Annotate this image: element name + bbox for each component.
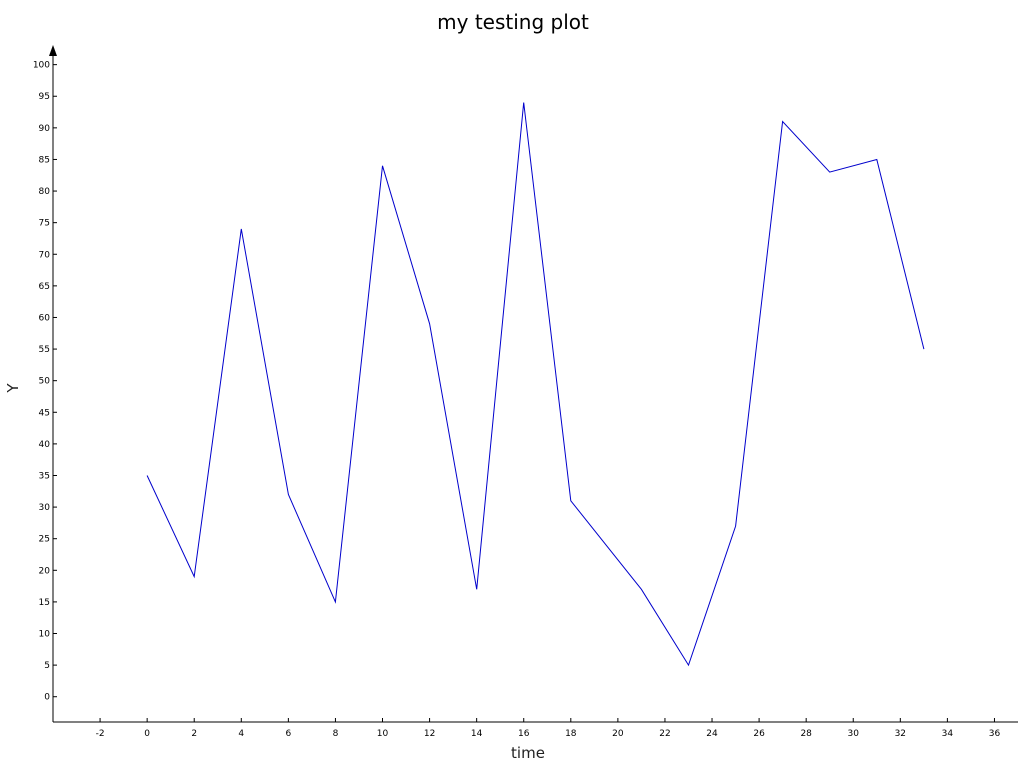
x-tick-label: 6 <box>285 729 291 739</box>
x-tick-label: 14 <box>471 729 483 739</box>
x-tick-label: 8 <box>333 729 339 739</box>
x-tick-label: 10 <box>377 729 389 739</box>
y-axis-ticks: 0 5 10 15 20 25 30 35 40 45 50 55 60 65 70 75 80 85 90 95 10… <box>33 61 57 703</box>
x-tick-label: 22 <box>659 729 670 739</box>
x-axis-label: time <box>511 744 545 762</box>
y-tick-label: 85 <box>39 155 50 165</box>
x-tick-label: 26 <box>753 729 765 739</box>
y-tick-label: 65 <box>39 282 50 292</box>
x-axis-ticks: -2 0 2 4 6 8 10 12 14 16 18 20 22 24 26 28 30 32 34 36 <box>96 718 1001 739</box>
y-tick-label: 40 <box>39 440 51 450</box>
x-tick-label: 4 <box>238 729 244 739</box>
x-tick-label: 16 <box>518 729 530 739</box>
x-tick-label: 18 <box>565 729 577 739</box>
x-tick-label: 34 <box>942 729 954 739</box>
y-tick-label: 100 <box>33 61 50 71</box>
y-tick-label: 5 <box>44 661 50 671</box>
chart-title: my testing plot <box>437 10 589 34</box>
x-tick-label: 20 <box>612 729 624 739</box>
y-tick-label: 45 <box>39 408 50 418</box>
y-tick-label: 80 <box>39 187 51 197</box>
x-tick-label: -2 <box>96 729 105 739</box>
y-tick-label: 15 <box>39 598 50 608</box>
y-tick-label: 25 <box>39 535 50 545</box>
y-tick-label: 0 <box>44 693 50 703</box>
y-tick-label: 75 <box>39 219 50 229</box>
x-tick-label: 0 <box>144 729 150 739</box>
y-tick-label: 55 <box>39 345 50 355</box>
y-tick-label: 50 <box>39 377 51 387</box>
y-tick-label: 60 <box>39 313 51 323</box>
y-tick-label: 10 <box>39 630 51 640</box>
y-axis-arrow-icon <box>49 45 57 56</box>
y-tick-label: 30 <box>39 503 51 513</box>
y-axis-label: Y <box>4 383 22 394</box>
x-tick-label: 28 <box>800 729 812 739</box>
x-tick-label: 2 <box>191 729 197 739</box>
series-line <box>146 102 925 667</box>
x-tick-label: 12 <box>424 729 435 739</box>
x-tick-label: 32 <box>895 729 906 739</box>
y-tick-label: 95 <box>39 92 50 102</box>
x-tick-label: 24 <box>706 729 718 739</box>
y-tick-label: 90 <box>39 124 51 134</box>
y-tick-label: 20 <box>39 566 51 576</box>
y-tick-label: 70 <box>39 250 51 260</box>
x-tick-label: 36 <box>989 729 1001 739</box>
x-tick-label: 30 <box>848 729 860 739</box>
y-tick-label: 35 <box>39 471 50 481</box>
series-group <box>146 102 925 667</box>
